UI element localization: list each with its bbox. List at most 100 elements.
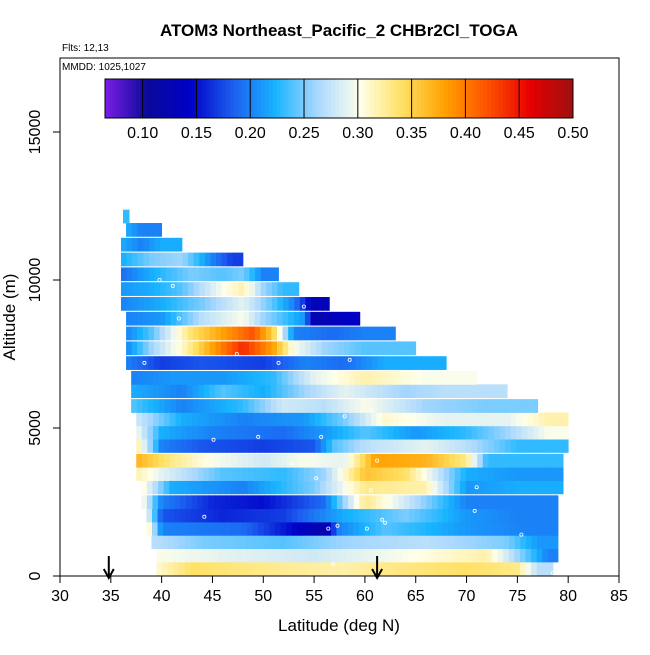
- heatmap-cell: [179, 535, 186, 550]
- heatmap-cell: [287, 439, 294, 453]
- heatmap-cell: [331, 412, 338, 427]
- heatmap-cell: [143, 282, 150, 296]
- heatmap-cell: [326, 384, 333, 399]
- heatmap-cell: [388, 341, 395, 356]
- heatmap-cell: [500, 399, 507, 413]
- heatmap-cell: [275, 480, 282, 495]
- heatmap-cell: [265, 384, 272, 399]
- heatmap-cell: [360, 384, 367, 399]
- heatmap-cell: [398, 495, 405, 510]
- heatmap-cell: [419, 561, 426, 576]
- heatmap-cell: [249, 341, 256, 356]
- heatmap-cell: [185, 508, 192, 523]
- heatmap-cell: [282, 326, 289, 341]
- heatmap-cell: [476, 480, 483, 495]
- heatmap-cell: [491, 561, 498, 576]
- heatmap-cell: [314, 521, 321, 536]
- heatmap-cell: [326, 399, 333, 413]
- heatmap-cell: [185, 535, 191, 550]
- heatmap-cell: [220, 412, 227, 427]
- heatmap-cell: [444, 399, 451, 413]
- heatmap-cell: [448, 480, 455, 495]
- heatmap-cell: [209, 341, 216, 356]
- heatmap-cell: [421, 425, 428, 440]
- heatmap-cell: [181, 384, 188, 399]
- colorbar-swatch: [108, 79, 114, 118]
- heatmap-cell: [304, 371, 311, 385]
- sample-point: [474, 485, 479, 490]
- heatmap-cell: [386, 521, 393, 536]
- heatmap-cell: [248, 412, 255, 427]
- heatmap-cell: [180, 480, 187, 495]
- heatmap-cell: [275, 439, 282, 453]
- heatmap-cell: [252, 508, 259, 523]
- heatmap-cell: [342, 480, 349, 495]
- colorbar-swatch: [128, 79, 133, 118]
- heatmap-cell: [447, 548, 454, 563]
- heatmap-cell: [387, 412, 394, 427]
- heatmap-cell: [208, 495, 215, 510]
- heatmap-cell: [320, 467, 327, 481]
- heatmap-cell: [449, 453, 456, 468]
- heatmap-cell: [508, 548, 515, 563]
- colorbar-swatch: [440, 79, 445, 118]
- heatmap-cell: [371, 453, 377, 468]
- heatmap-cell: [212, 548, 219, 563]
- heatmap-cell: [142, 326, 149, 341]
- heatmap-cell: [322, 297, 329, 311]
- heatmap-cell: [143, 267, 150, 282]
- heatmap-cell: [441, 561, 448, 576]
- heatmap-cell: [171, 237, 178, 252]
- colorbar-swatch: [534, 79, 539, 118]
- heatmap-cell: [154, 297, 161, 311]
- heatmap-cell: [147, 425, 154, 440]
- heatmap-cell: [521, 453, 528, 468]
- colorbar-swatch: [171, 79, 176, 118]
- heatmap-cell: [460, 439, 467, 453]
- heatmap-cell: [164, 467, 171, 481]
- heatmap-cell: [483, 399, 490, 413]
- heatmap-cell: [409, 521, 416, 536]
- heatmap-cell: [503, 535, 510, 550]
- heatmap-cell: [188, 282, 195, 296]
- heatmap-cell: [348, 467, 355, 481]
- colorbar-tick-label: 0.25: [288, 125, 319, 142]
- heatmap-cell: [225, 467, 232, 481]
- heatmap-cell: [146, 521, 153, 536]
- heatmap-cell: [355, 356, 362, 370]
- chart-title: ATOM3 Northeast_Pacific_2 CHBr2Cl_TOGA: [160, 21, 518, 40]
- heatmap-cell: [249, 267, 256, 282]
- heatmap-cell: [466, 412, 473, 427]
- heatmap-cell: [415, 425, 422, 440]
- heatmap-cell: [252, 535, 259, 550]
- heatmap-cell: [176, 237, 183, 252]
- heatmap-cell: [197, 467, 204, 481]
- heatmap-cell: [266, 282, 273, 296]
- heatmap-cell: [316, 311, 323, 326]
- heatmap-cell: [198, 326, 205, 341]
- heatmap-cell: [555, 453, 562, 468]
- sample-point: [289, 461, 294, 466]
- heatmap-cell: [247, 508, 253, 523]
- heatmap-cell: [399, 384, 406, 399]
- colorbar-swatch: [292, 79, 297, 118]
- heatmap-cell: [234, 548, 241, 563]
- heatmap-cell: [269, 480, 276, 495]
- heatmap-cell: [366, 356, 373, 370]
- heatmap-cell: [275, 453, 282, 468]
- colorbar-swatch: [428, 79, 434, 118]
- heatmap-cell: [196, 535, 203, 550]
- heatmap-cell: [364, 521, 371, 536]
- heatmap-cell: [141, 467, 148, 481]
- heatmap-cell: [198, 384, 205, 399]
- heatmap-cell: [254, 356, 261, 370]
- colorbar-swatch: [120, 79, 125, 118]
- heatmap-cell: [320, 480, 327, 495]
- heatmap-cell: [335, 535, 342, 550]
- heatmap-cell: [249, 356, 256, 370]
- heatmap-cell: [198, 371, 205, 385]
- heatmap-cell: [332, 371, 339, 385]
- heatmap-cell: [230, 480, 237, 495]
- heatmap-cell: [298, 412, 305, 427]
- colorbar-swatch: [272, 79, 278, 118]
